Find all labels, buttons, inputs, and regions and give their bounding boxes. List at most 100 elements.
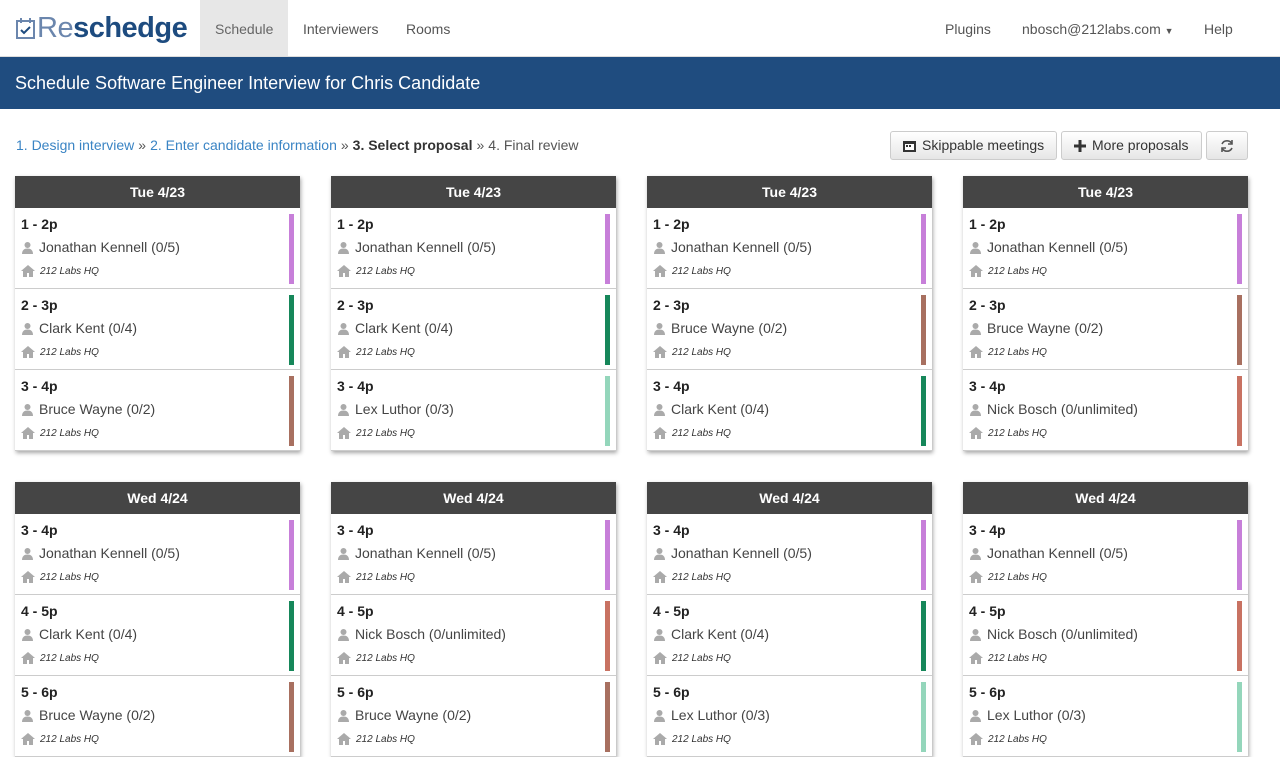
interviewer-name: Lex Luthor (0/3) <box>355 401 454 417</box>
separator: » <box>476 137 485 153</box>
slot-interviewer: Jonathan Kennell (0/5) <box>969 239 1128 255</box>
time-slot[interactable]: 3 - 4p Nick Bosch (0/unlimited) 212 Labs H… <box>963 370 1248 451</box>
interviewer-name: Jonathan Kennell (0/5) <box>355 545 496 561</box>
nav-user[interactable]: nbosch@212labs.com ▼ <box>1007 0 1174 56</box>
interviewer-name: Bruce Wayne (0/2) <box>39 707 156 723</box>
interviewer-color <box>921 214 926 284</box>
time-slot[interactable]: 4 - 5p Clark Kent (0/4) 212 Labs HQ <box>15 595 300 676</box>
interviewer-color <box>605 214 610 284</box>
time-slot[interactable]: 5 - 6p Bruce Wayne (0/2) 212 Labs HQ <box>15 676 300 757</box>
slot-time: 2 - 3p <box>21 297 58 313</box>
room-name: 212 Labs HQ <box>672 427 731 439</box>
time-slot[interactable]: 3 - 4p Bruce Wayne (0/2) 212 Labs HQ <box>15 370 300 451</box>
time-slot[interactable]: 2 - 3p Clark Kent (0/4) 212 Labs HQ <box>15 289 300 370</box>
proposal-card[interactable]: Tue 4/23 1 - 2p Jonathan Kennell (0/5) 212 … <box>331 176 616 451</box>
slot-room: 212 Labs HQ <box>653 265 731 277</box>
logo-icon <box>16 17 35 39</box>
interviewer-color <box>289 520 294 590</box>
person-icon <box>338 547 349 560</box>
interviewer-name: Jonathan Kennell (0/5) <box>39 545 180 561</box>
logo[interactable]: Re schedge <box>15 12 188 45</box>
breadcrumb-link[interactable]: 2. Enter candidate information <box>150 137 337 153</box>
slot-time: 4 - 5p <box>337 603 374 619</box>
time-slot[interactable]: 3 - 4p Jonathan Kennell (0/5) 212 Labs HQ <box>963 514 1248 595</box>
time-slot[interactable]: 3 - 4p Clark Kent (0/4) 212 Labs HQ <box>647 370 932 451</box>
user-email: nbosch@212labs.com <box>1022 21 1161 37</box>
time-slot[interactable]: 1 - 2p Jonathan Kennell (0/5) 212 Labs HQ <box>331 208 616 289</box>
time-slot[interactable]: 2 - 3p Bruce Wayne (0/2) 212 Labs HQ <box>647 289 932 370</box>
proposal-card[interactable]: Tue 4/23 1 - 2p Jonathan Kennell (0/5) 212 … <box>963 176 1248 451</box>
room-name: 212 Labs HQ <box>356 652 415 664</box>
room-name: 212 Labs HQ <box>988 571 1047 583</box>
proposal-card[interactable]: Tue 4/23 1 - 2p Jonathan Kennell (0/5) 212 … <box>15 176 300 451</box>
proposal-card[interactable]: Tue 4/23 1 - 2p Jonathan Kennell (0/5) 212 … <box>647 176 932 451</box>
interviewer-color <box>289 214 294 284</box>
interviewer-name: Jonathan Kennell (0/5) <box>355 239 496 255</box>
home-icon <box>653 427 667 439</box>
nav-link[interactable]: Rooms <box>406 21 451 37</box>
nav-link[interactable]: Help <box>1204 21 1233 37</box>
person-icon <box>970 547 981 560</box>
time-slot[interactable]: 1 - 2p Jonathan Kennell (0/5) 212 Labs HQ <box>15 208 300 289</box>
person-icon <box>338 403 349 416</box>
person-icon <box>970 241 981 254</box>
time-slot[interactable]: 1 - 2p Jonathan Kennell (0/5) 212 Labs HQ <box>963 208 1248 289</box>
time-slot[interactable]: 3 - 4p Jonathan Kennell (0/5) 212 Labs HQ <box>331 514 616 595</box>
nav-link[interactable]: Schedule <box>200 0 289 56</box>
interviewer-color <box>289 376 294 446</box>
slot-room: 212 Labs HQ <box>21 265 99 277</box>
slot-interviewer: Clark Kent (0/4) <box>337 320 453 336</box>
room-name: 212 Labs HQ <box>672 652 731 664</box>
card-date: Tue 4/23 <box>15 176 300 208</box>
interviewer-color <box>921 601 926 671</box>
time-slot[interactable]: 3 - 4p Jonathan Kennell (0/5) 212 Labs HQ <box>647 514 932 595</box>
skippable-button[interactable]: Skippable meetings <box>890 131 1058 160</box>
slot-room: 212 Labs HQ <box>337 346 415 358</box>
nav-link[interactable]: Plugins <box>945 21 991 37</box>
nav-link[interactable]: Interviewers <box>303 21 379 37</box>
home-icon <box>653 652 667 664</box>
breadcrumb-link[interactable]: 1. Design interview <box>16 137 135 153</box>
home-icon <box>969 652 983 664</box>
slot-interviewer: Jonathan Kennell (0/5) <box>653 545 812 561</box>
proposal-card[interactable]: Wed 4/24 3 - 4p Jonathan Kennell (0/5) 212 … <box>647 482 932 757</box>
person-icon <box>22 241 33 254</box>
time-slot[interactable]: 3 - 4p Jonathan Kennell (0/5) 212 Labs HQ <box>15 514 300 595</box>
time-slot[interactable]: 5 - 6p Lex Luthor (0/3) 212 Labs HQ <box>963 676 1248 757</box>
time-slot[interactable]: 5 - 6p Lex Luthor (0/3) 212 Labs HQ <box>647 676 932 757</box>
proposal-card[interactable]: Wed 4/24 3 - 4p Jonathan Kennell (0/5) 212 … <box>331 482 616 757</box>
home-icon <box>337 265 351 277</box>
refresh-button[interactable] <box>1206 131 1248 160</box>
time-slot[interactable]: 4 - 5p Clark Kent (0/4) 212 Labs HQ <box>647 595 932 676</box>
time-slot[interactable]: 5 - 6p Bruce Wayne (0/2) 212 Labs HQ <box>331 676 616 757</box>
interviewer-name: Nick Bosch (0/unlimited) <box>987 401 1138 417</box>
interviewer-color <box>1237 376 1242 446</box>
interviewer-name: Bruce Wayne (0/2) <box>671 320 788 336</box>
home-icon <box>653 571 667 583</box>
proposal-card[interactable]: Wed 4/24 3 - 4p Jonathan Kennell (0/5) 212 … <box>963 482 1248 757</box>
time-slot[interactable]: 2 - 3p Clark Kent (0/4) 212 Labs HQ <box>331 289 616 370</box>
time-slot[interactable]: 4 - 5p Nick Bosch (0/unlimited) 212 Labs H… <box>963 595 1248 676</box>
slot-room: 212 Labs HQ <box>653 652 731 664</box>
slot-interviewer: Jonathan Kennell (0/5) <box>21 239 180 255</box>
slot-time: 4 - 5p <box>21 603 58 619</box>
slot-time: 3 - 4p <box>337 378 374 394</box>
home-icon <box>337 571 351 583</box>
interviewer-color <box>1237 601 1242 671</box>
refresh-icon <box>1221 139 1233 152</box>
more-proposals-button[interactable]: More proposals <box>1061 131 1202 160</box>
time-slot[interactable]: 4 - 5p Nick Bosch (0/unlimited) 212 Labs H… <box>331 595 616 676</box>
time-slot[interactable]: 3 - 4p Lex Luthor (0/3) 212 Labs HQ <box>331 370 616 451</box>
room-name: 212 Labs HQ <box>988 427 1047 439</box>
slot-time: 3 - 4p <box>337 522 374 538</box>
room-name: 212 Labs HQ <box>988 265 1047 277</box>
room-name: 212 Labs HQ <box>672 265 731 277</box>
time-slot[interactable]: 1 - 2p Jonathan Kennell (0/5) 212 Labs HQ <box>647 208 932 289</box>
interviewer-name: Clark Kent (0/4) <box>671 401 770 417</box>
person-icon <box>654 322 665 335</box>
slot-interviewer: Lex Luthor (0/3) <box>653 707 770 723</box>
room-name: 212 Labs HQ <box>40 733 99 745</box>
time-slot[interactable]: 2 - 3p Bruce Wayne (0/2) 212 Labs HQ <box>963 289 1248 370</box>
person-icon <box>22 403 33 416</box>
proposal-card[interactable]: Wed 4/24 3 - 4p Jonathan Kennell (0/5) 212 … <box>15 482 300 757</box>
